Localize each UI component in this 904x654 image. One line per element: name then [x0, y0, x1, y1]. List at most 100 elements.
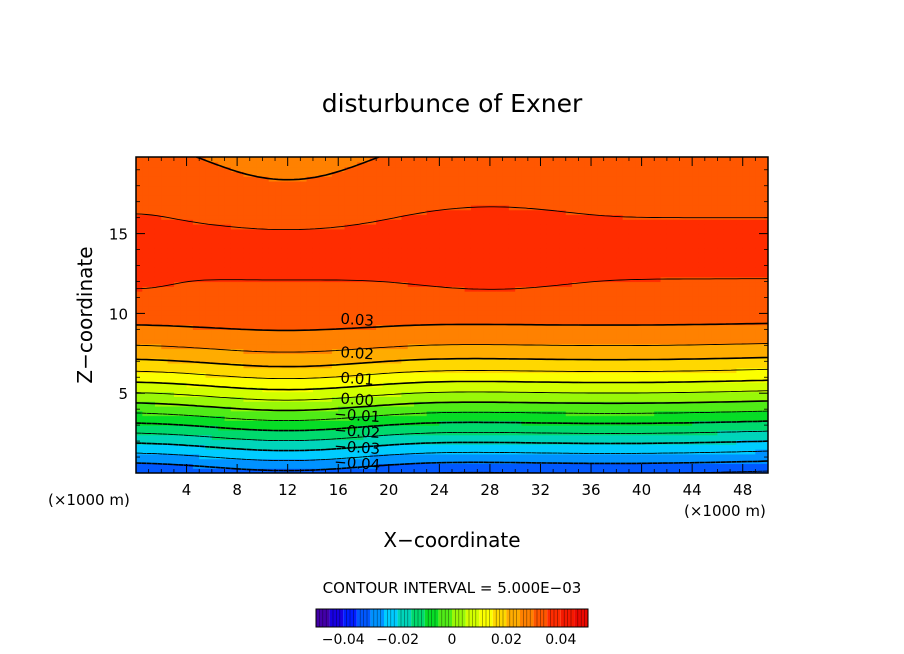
field-cell [230, 262, 238, 268]
field-cell [401, 195, 409, 201]
field-cell [603, 458, 611, 465]
field-cell [230, 463, 238, 469]
field-cell [256, 267, 263, 273]
field-cell [243, 219, 251, 225]
field-cell [243, 295, 251, 302]
field-cell [294, 305, 301, 311]
field-cell [275, 224, 282, 230]
field-cell [173, 353, 181, 359]
field-cell [142, 358, 150, 364]
field-cell [578, 377, 586, 383]
field-cell [319, 429, 327, 436]
field-cell [243, 310, 251, 316]
field-cell [382, 410, 390, 417]
field-cell [382, 367, 390, 374]
field-cell [452, 449, 459, 455]
field-cell [452, 468, 459, 473]
field-cell [167, 209, 175, 216]
field-cell [420, 362, 428, 369]
field-cell [565, 190, 573, 196]
field-cell [230, 382, 238, 388]
field-cell [300, 458, 308, 465]
field-cell [559, 439, 567, 445]
field-cell [211, 200, 219, 206]
field-cell [338, 204, 346, 211]
field-cell [312, 224, 320, 230]
field-cell [262, 190, 270, 196]
field-cell [584, 286, 592, 292]
field-cell [464, 209, 472, 216]
field-cell [464, 362, 472, 369]
field-cell [382, 281, 390, 287]
field-cell [186, 449, 194, 455]
field-cell [256, 338, 263, 345]
field-cell [363, 291, 371, 297]
field-cell [565, 463, 573, 469]
field-cell [489, 190, 497, 196]
field-cell [224, 396, 232, 402]
field-cell [300, 453, 308, 460]
field-cell [161, 444, 169, 450]
field-cell [508, 372, 516, 378]
field-cell [452, 204, 459, 211]
field-cell [173, 161, 181, 168]
field-cell [312, 401, 320, 407]
field-cell [483, 252, 491, 259]
field-cell [527, 305, 535, 311]
field-cell [256, 300, 263, 307]
field-cell [294, 348, 301, 354]
field-cell [527, 377, 535, 383]
field-cell [388, 286, 396, 292]
field-cell [300, 200, 308, 206]
field-cell [218, 247, 226, 254]
field-cell [224, 444, 232, 450]
field-cell [426, 200, 434, 206]
field-cell [369, 291, 377, 297]
field-cell [218, 410, 226, 417]
field-cell [433, 295, 440, 302]
field-cell [597, 281, 605, 287]
field-cell [502, 281, 510, 287]
field-cell [205, 295, 213, 302]
field-cell [521, 372, 529, 378]
field-cell [268, 319, 276, 326]
field-cell [553, 377, 561, 383]
field-cell [388, 214, 396, 220]
field-cell [281, 353, 289, 359]
field-cell [338, 171, 346, 177]
field-cell [325, 372, 333, 378]
field-cell [268, 310, 276, 316]
field-cell [572, 386, 579, 393]
field-cell [192, 233, 200, 239]
field-cell [426, 425, 434, 431]
field-cell [382, 425, 390, 431]
field-cell [275, 453, 282, 460]
field-cell [243, 449, 251, 455]
field-cell [148, 157, 156, 163]
field-cell [211, 382, 219, 388]
field-cell [388, 180, 396, 187]
field-cell [591, 315, 598, 321]
field-cell [578, 276, 586, 283]
field-cell [603, 262, 611, 268]
field-cell [192, 310, 200, 316]
field-cell [281, 267, 289, 273]
field-cell [401, 444, 409, 450]
field-cell [414, 252, 421, 259]
field-cell [331, 171, 339, 177]
field-cell [186, 157, 194, 163]
field-cell [546, 449, 554, 455]
field-cell [458, 405, 466, 412]
field-cell [312, 233, 320, 239]
field-cell [565, 425, 573, 431]
field-cell [369, 358, 377, 364]
field-cell [603, 233, 611, 239]
field-cell [256, 420, 263, 426]
field-cell [407, 305, 415, 311]
field-cell [186, 391, 194, 397]
field-cell [357, 343, 365, 350]
field-cell [420, 291, 428, 297]
field-cell [458, 410, 466, 417]
field-cell [230, 286, 238, 292]
field-cell [205, 257, 213, 263]
